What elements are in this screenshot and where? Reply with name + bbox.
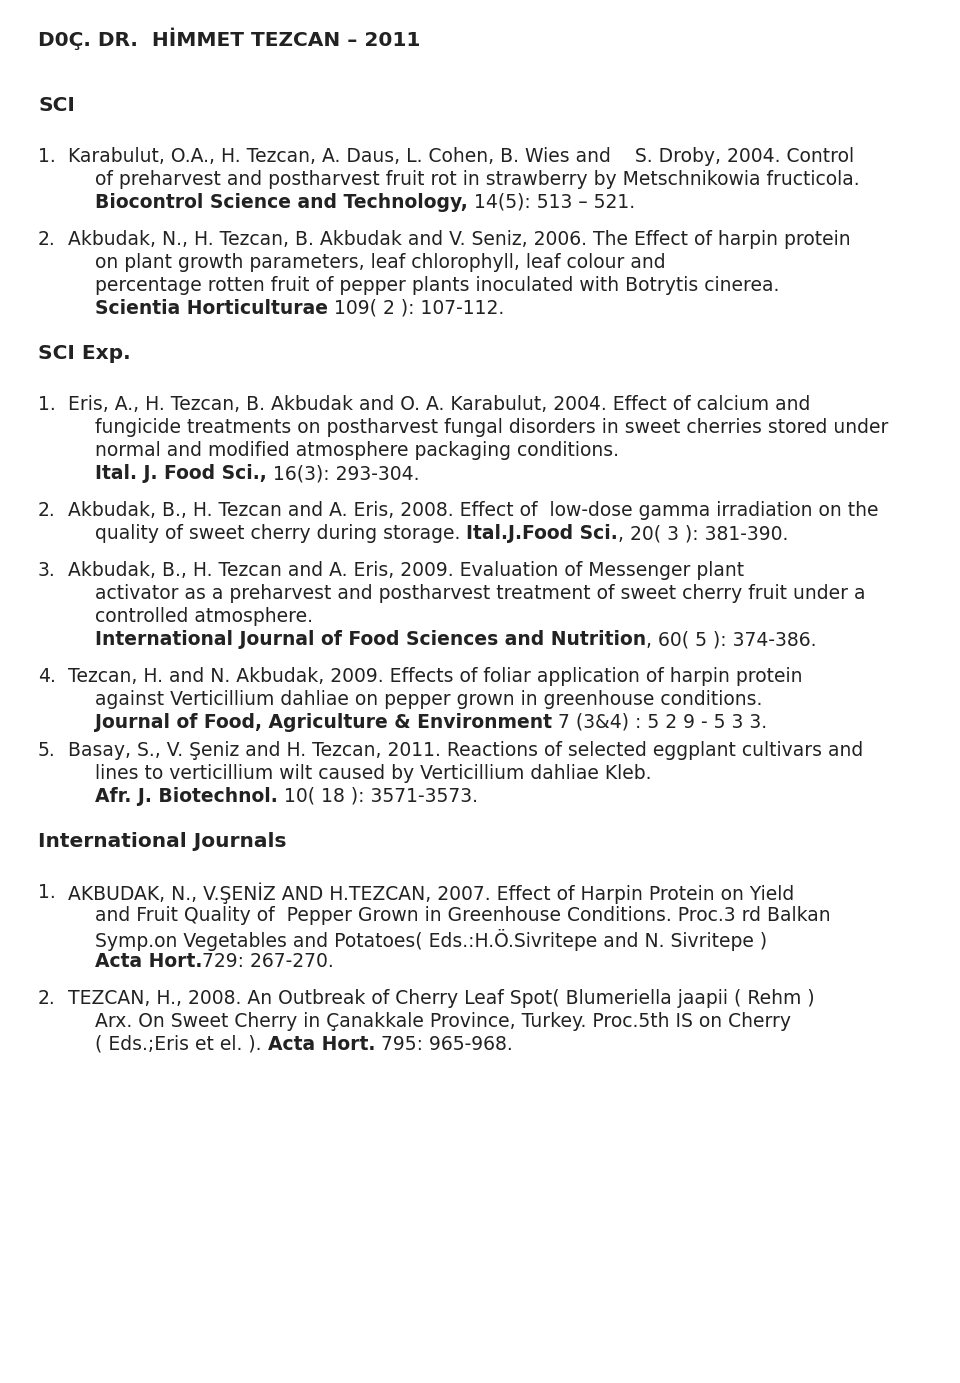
Text: controlled atmosphere.: controlled atmosphere.	[95, 607, 313, 626]
Text: 10( 18 ): 3571-3573.: 10( 18 ): 3571-3573.	[277, 787, 478, 806]
Text: Afr. J. Biotechnol.: Afr. J. Biotechnol.	[95, 787, 277, 806]
Text: 7 (3&4) : 5 2 9 - 5 3 3.: 7 (3&4) : 5 2 9 - 5 3 3.	[552, 714, 767, 732]
Text: quality of sweet cherry during storage.: quality of sweet cherry during storage.	[95, 524, 467, 544]
Text: 2.: 2.	[38, 230, 56, 249]
Text: Acta Hort.: Acta Hort.	[268, 1034, 374, 1054]
Text: 2.: 2.	[38, 989, 56, 1008]
Text: 109( 2 ): 107-112.: 109( 2 ): 107-112.	[328, 299, 504, 318]
Text: Akbudak, N., H. Tezcan, B. Akbudak and V. Seniz, 2006. The Effect of harpin prot: Akbudak, N., H. Tezcan, B. Akbudak and V…	[68, 230, 851, 249]
Text: Scientia Horticulturae: Scientia Horticulturae	[95, 299, 328, 318]
Text: 1.: 1.	[38, 396, 56, 414]
Text: against Verticillium dahliae on pepper grown in greenhouse conditions.: against Verticillium dahliae on pepper g…	[95, 690, 762, 709]
Text: fungicide treatments on postharvest fungal disorders in sweet cherries stored un: fungicide treatments on postharvest fung…	[95, 418, 888, 437]
Text: D0Ç. DR.  HİMMET TEZCAN – 2011: D0Ç. DR. HİMMET TEZCAN – 2011	[38, 28, 420, 50]
Text: 729: 267-270.: 729: 267-270.	[203, 952, 334, 971]
Text: Karabulut, O.A., H. Tezcan, A. Daus, L. Cohen, B. Wies and    S. Droby, 2004. Co: Karabulut, O.A., H. Tezcan, A. Daus, L. …	[68, 147, 854, 166]
Text: 5.: 5.	[38, 741, 56, 761]
Text: 4.: 4.	[38, 667, 56, 686]
Text: ( Eds.;Eris et el. ).: ( Eds.;Eris et el. ).	[95, 1034, 268, 1054]
Text: Eris, A., H. Tezcan, B. Akbudak and O. A. Karabulut, 2004. Effect of calcium and: Eris, A., H. Tezcan, B. Akbudak and O. A…	[68, 396, 810, 414]
Text: Journal of Food, Agriculture & Environment: Journal of Food, Agriculture & Environme…	[95, 714, 552, 732]
Text: 1.: 1.	[38, 147, 56, 166]
Text: normal and modified atmosphere packaging conditions.: normal and modified atmosphere packaging…	[95, 441, 619, 461]
Text: Ital.J.Food Sci.: Ital.J.Food Sci.	[467, 524, 618, 544]
Text: on plant growth parameters, leaf chlorophyll, leaf colour and: on plant growth parameters, leaf chlorop…	[95, 253, 665, 272]
Text: of preharvest and postharvest fruit rot in strawberry by Metschnikowia fructicol: of preharvest and postharvest fruit rot …	[95, 170, 859, 189]
Text: percentage rotten fruit of pepper plants inoculated with Botrytis cinerea.: percentage rotten fruit of pepper plants…	[95, 277, 780, 295]
Text: 3.: 3.	[38, 561, 56, 579]
Text: lines to verticillium wilt caused by Verticillium dahliae Kleb.: lines to verticillium wilt caused by Ver…	[95, 763, 652, 783]
Text: Acta Hort.: Acta Hort.	[95, 952, 203, 971]
Text: 14(5): 513 – 521.: 14(5): 513 – 521.	[468, 194, 635, 212]
Text: and Fruit Quality of  Pepper Grown in Greenhouse Conditions. Proc.3 rd Balkan: and Fruit Quality of Pepper Grown in Gre…	[95, 906, 830, 925]
Text: TEZCAN, H., 2008. An Outbreak of Cherry Leaf Spot( Blumeriella jaapii ( Rehm ): TEZCAN, H., 2008. An Outbreak of Cherry …	[68, 989, 815, 1008]
Text: International Journal of Food Sciences and Nutrition: International Journal of Food Sciences a…	[95, 631, 646, 649]
Text: SCI: SCI	[38, 95, 75, 115]
Text: Tezcan, H. and N. Akbudak, 2009. Effects of foliar application of harpin protein: Tezcan, H. and N. Akbudak, 2009. Effects…	[68, 667, 803, 686]
Text: Biocontrol Science and Technology,: Biocontrol Science and Technology,	[95, 194, 468, 212]
Text: 16(3): 293-304.: 16(3): 293-304.	[267, 465, 420, 483]
Text: SCI Exp.: SCI Exp.	[38, 344, 131, 362]
Text: , 60( 5 ): 374-386.: , 60( 5 ): 374-386.	[646, 631, 817, 649]
Text: International Journals: International Journals	[38, 833, 286, 851]
Text: AKBUDAK, N., V.ŞENİZ AND H.TEZCAN, 2007. Effect of Harpin Protein on Yield: AKBUDAK, N., V.ŞENİZ AND H.TEZCAN, 2007.…	[68, 882, 794, 904]
Text: Symp.on Vegetables and Potatoes( Eds.:H.Ö.Sivritepe and N. Sivritepe ): Symp.on Vegetables and Potatoes( Eds.:H.…	[95, 929, 767, 952]
Text: 795: 965-968.: 795: 965-968.	[374, 1034, 513, 1054]
Text: , 20( 3 ): 381-390.: , 20( 3 ): 381-390.	[618, 524, 788, 544]
Text: activator as a preharvest and postharvest treatment of sweet cherry fruit under : activator as a preharvest and postharves…	[95, 584, 866, 603]
Text: 2.: 2.	[38, 501, 56, 520]
Text: Ital. J. Food Sci.,: Ital. J. Food Sci.,	[95, 465, 267, 483]
Text: Arx. On Sweet Cherry in Çanakkale Province, Turkey. Proc.5th IS on Cherry: Arx. On Sweet Cherry in Çanakkale Provin…	[95, 1012, 791, 1030]
Text: 1.: 1.	[38, 882, 56, 902]
Text: Basay, S., V. Şeniz and H. Tezcan, 2011. Reactions of selected eggplant cultivar: Basay, S., V. Şeniz and H. Tezcan, 2011.…	[68, 741, 863, 761]
Text: Akbudak, B., H. Tezcan and A. Eris, 2008. Effect of  low-dose gamma irradiation : Akbudak, B., H. Tezcan and A. Eris, 2008…	[68, 501, 878, 520]
Text: Akbudak, B., H. Tezcan and A. Eris, 2009. Evaluation of Messenger plant: Akbudak, B., H. Tezcan and A. Eris, 2009…	[68, 561, 744, 579]
